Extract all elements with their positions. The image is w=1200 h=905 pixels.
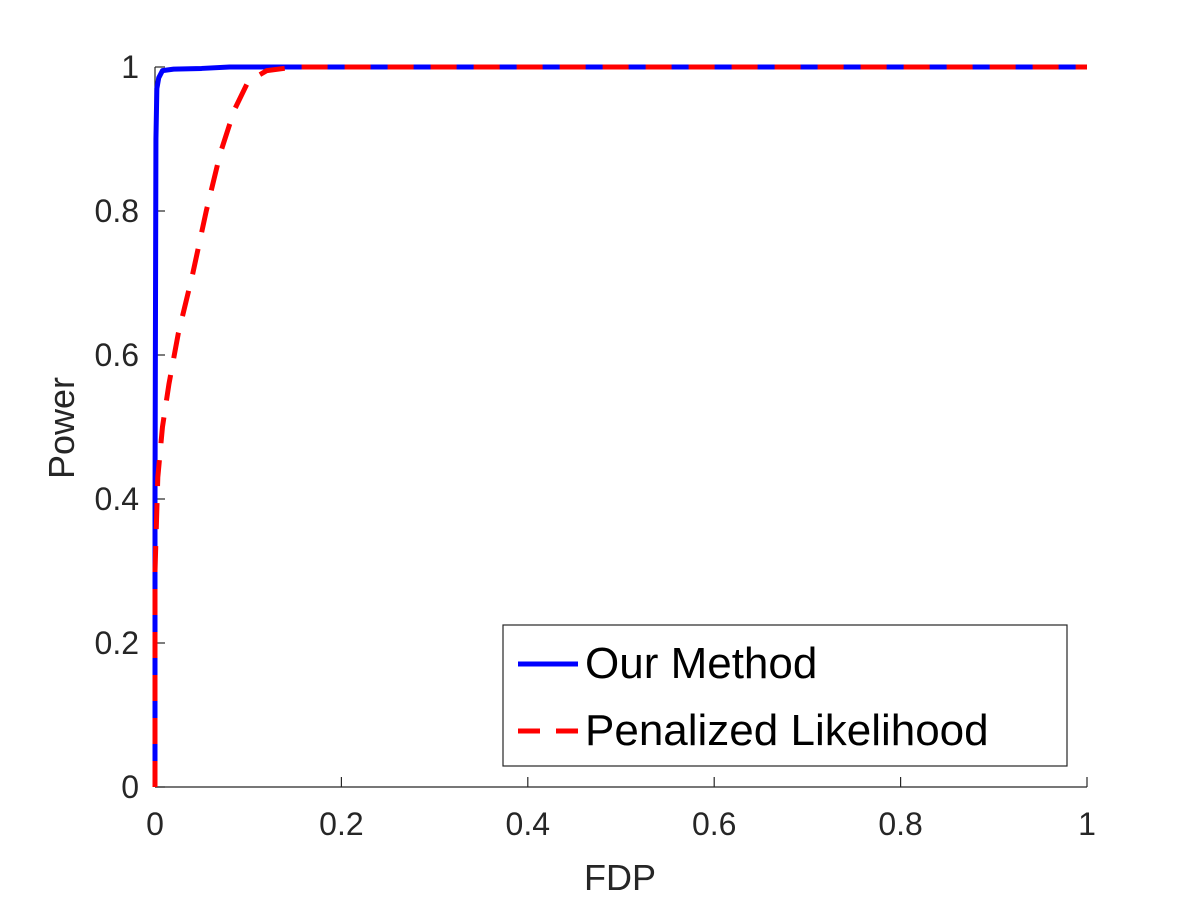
legend-label: Penalized Likelihood — [585, 706, 989, 755]
x-tick-label: 1 — [1078, 806, 1096, 842]
x-tick-label: 0.6 — [692, 806, 736, 842]
y-tick-label: 0.8 — [95, 193, 139, 229]
x-tick-label: 0 — [146, 806, 164, 842]
series-lines — [152, 64, 1087, 787]
y-tick-label: 1 — [121, 49, 139, 85]
y-tick-label: 0.6 — [95, 337, 139, 373]
tick-labels: 0 0.2 0.4 0.6 0.8 1 0 0.2 0.4 0.6 0.8 1 — [95, 49, 1096, 842]
x-tick-label: 0.4 — [506, 806, 550, 842]
legend-box — [502, 624, 1068, 767]
y-tick-label: 0 — [121, 769, 139, 805]
x-axis-label: FDP — [584, 857, 656, 898]
legend: Our Method Penalized Likelihood — [502, 624, 1068, 767]
legend-label: Our Method — [585, 639, 817, 688]
series-line-our-method — [152, 64, 1087, 787]
y-tick-label: 0.2 — [95, 625, 139, 661]
y-axis-label: Power — [41, 377, 82, 479]
x-tick-label: 0.2 — [319, 806, 363, 842]
y-tick-label: 0.4 — [95, 481, 139, 517]
x-tick-label: 0.8 — [878, 806, 922, 842]
series-line-penalized-likelihood — [152, 64, 1087, 787]
